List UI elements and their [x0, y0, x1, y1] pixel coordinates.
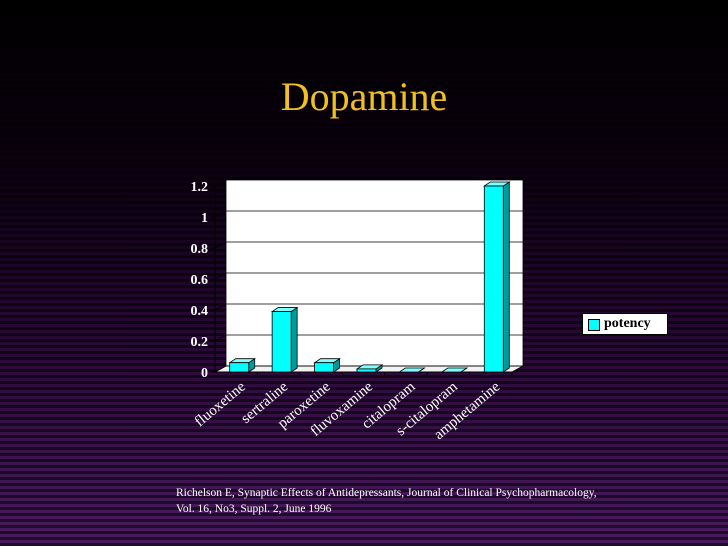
citation-line-1: Richelson E, Synaptic Effects of Antidep…: [176, 487, 597, 499]
bar-chart: 00.20.40.60.811.2fluoxetinesertralinepar…: [191, 179, 524, 443]
y-tick-label: 0.6: [191, 273, 209, 288]
legend-label-potency: potency: [604, 316, 651, 331]
y-tick-label: 0.4: [191, 304, 209, 319]
y-tick-label: 0.8: [191, 242, 209, 257]
y-tick-label: 1: [201, 211, 208, 226]
bar: [271, 311, 292, 373]
y-tick-label: 0: [201, 366, 208, 381]
slide-title: Dopamine: [280, 74, 448, 119]
citation-line-2: Vol. 16, No3, Suppl. 2, June 1996: [176, 503, 332, 515]
legend: potency: [582, 313, 668, 335]
plot-area: [215, 180, 523, 372]
bar: [356, 368, 377, 373]
legend-swatch-potency: [588, 319, 600, 331]
bar-top: [440, 367, 469, 373]
y-tick-label: 1.2: [191, 180, 209, 195]
x-tick-label: fluoxetine: [192, 379, 249, 431]
bar: [314, 362, 334, 373]
bar: [483, 185, 504, 373]
bar-side: [290, 306, 298, 373]
bar: [229, 362, 250, 373]
bar-top: [398, 367, 426, 373]
bar-side: [502, 181, 510, 373]
y-tick-label: 0.2: [191, 335, 209, 350]
citation: Richelson E, Synaptic Effects of Antidep…: [176, 485, 656, 517]
